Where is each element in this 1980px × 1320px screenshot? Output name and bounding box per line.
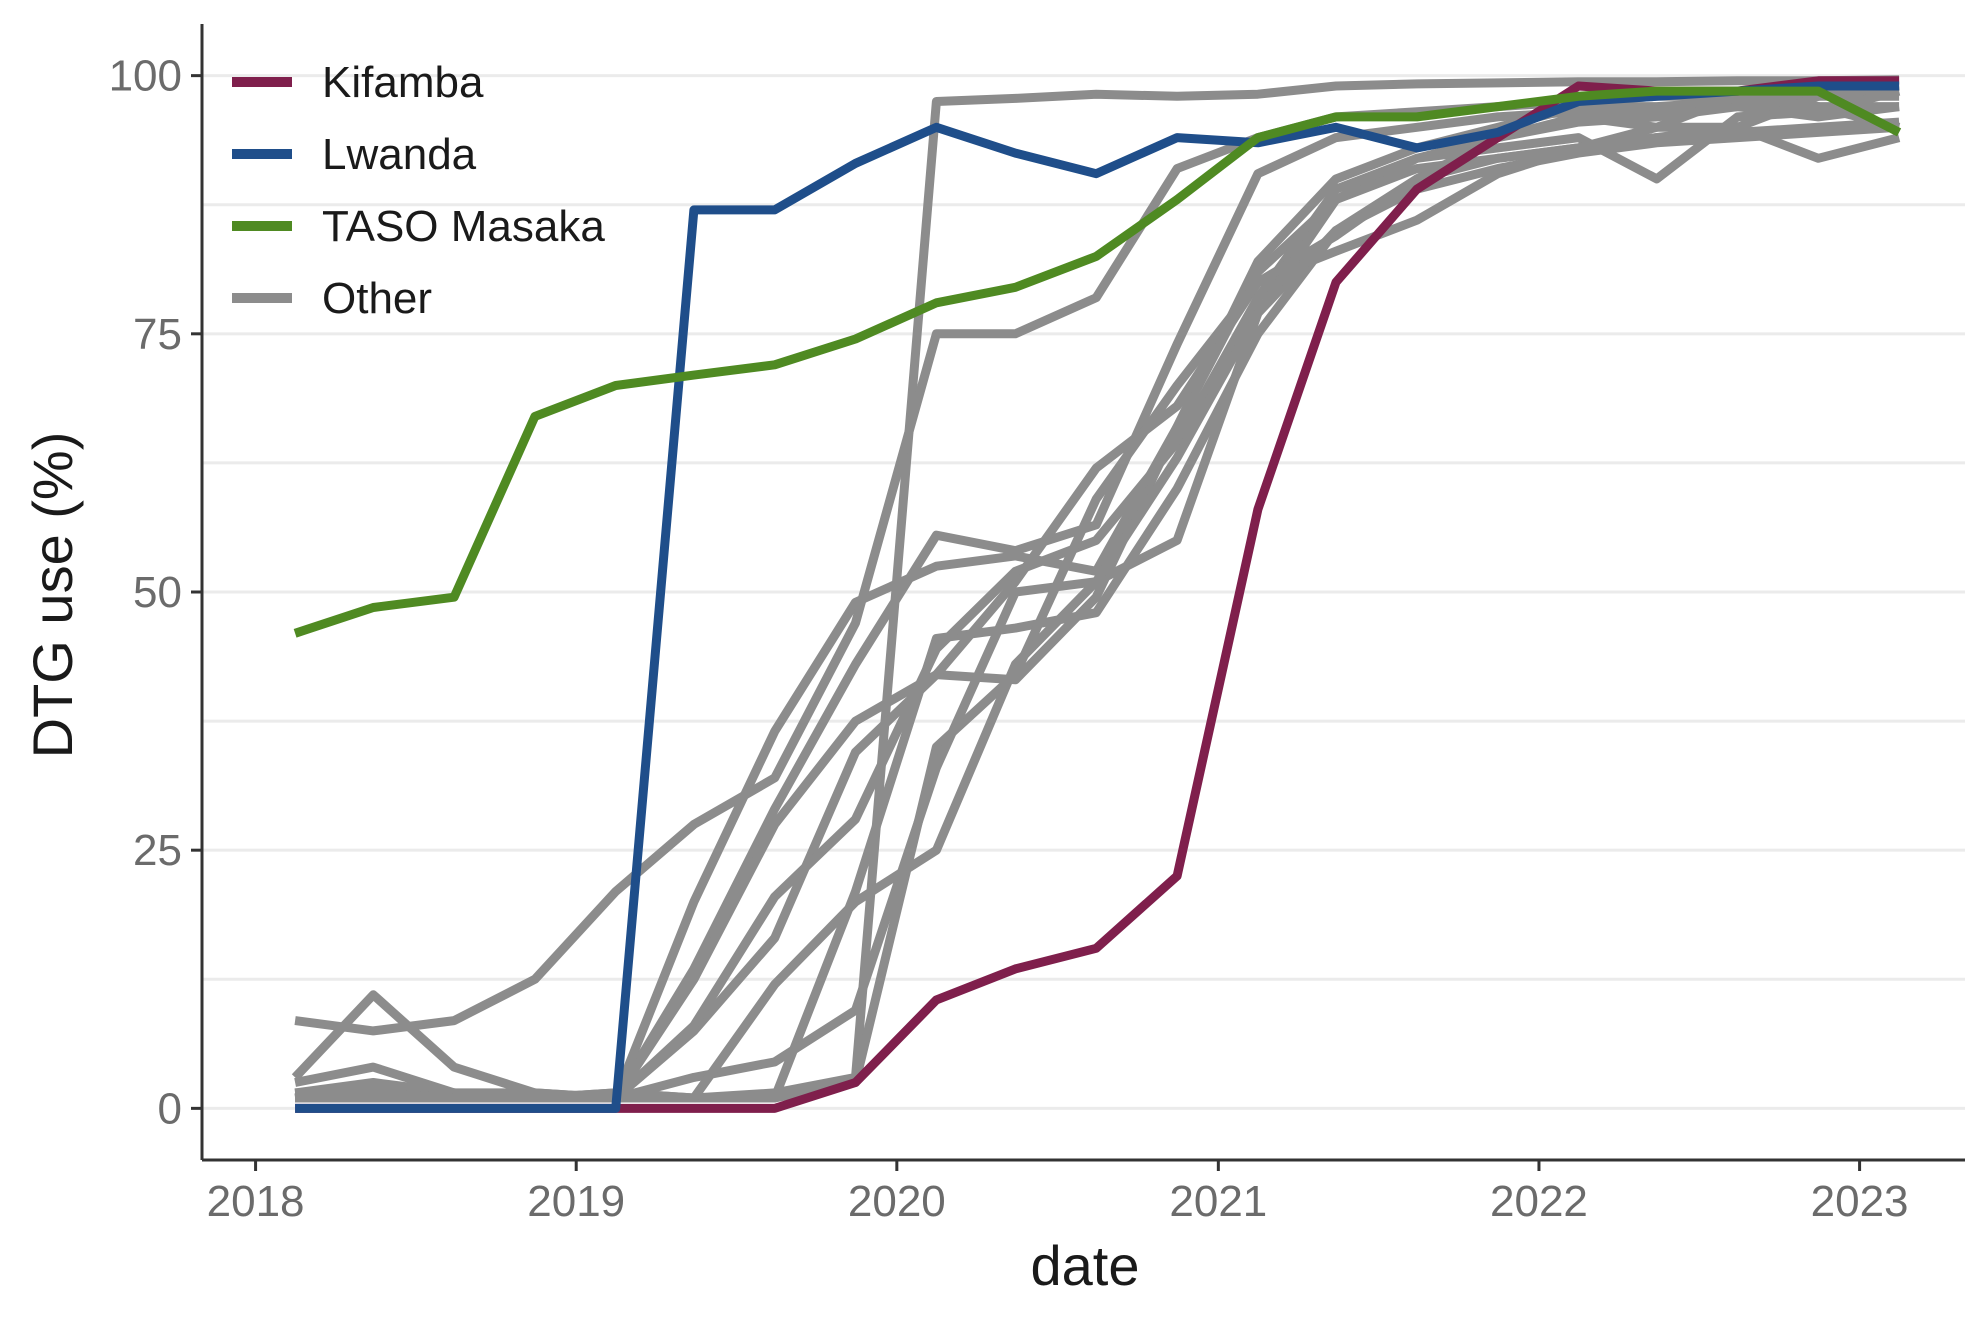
tick-labels: 2018 2019 2020 2021 2022 2023 0 25 50 75 100 — [109, 52, 1909, 1226]
y-axis-title: DTG use (%) — [21, 432, 84, 759]
x-tick-label: 2019 — [527, 1177, 625, 1226]
legend-label: Other — [322, 274, 432, 323]
x-tick-label: 2018 — [207, 1177, 305, 1226]
series-line-lwanda — [295, 81, 1900, 1113]
y-tick-label: 50 — [133, 568, 182, 617]
y-tick-label: 100 — [109, 52, 182, 101]
legend-label: Kifamba — [322, 58, 484, 107]
legend-label: Lwanda — [322, 130, 477, 179]
y-tick-label: 0 — [158, 1084, 182, 1133]
series-line-other — [295, 117, 1900, 1103]
y-tick-label: 25 — [133, 826, 182, 875]
series-line-taso-masaka — [293, 86, 1902, 638]
x-axis-title: date — [1031, 1234, 1140, 1297]
x-tick-label: 2020 — [848, 1177, 946, 1226]
legend: Kifamba Lwanda TASO Masaka Other — [232, 58, 605, 323]
y-tick-label: 75 — [133, 310, 182, 359]
x-tick-label: 2022 — [1490, 1177, 1588, 1226]
x-tick-label: 2023 — [1811, 1177, 1909, 1226]
grid — [202, 74, 1965, 1110]
series-lines — [291, 75, 1902, 1113]
legend-label: TASO Masaka — [322, 202, 605, 251]
axes — [191, 24, 1965, 1171]
x-tick-label: 2021 — [1169, 1177, 1267, 1226]
